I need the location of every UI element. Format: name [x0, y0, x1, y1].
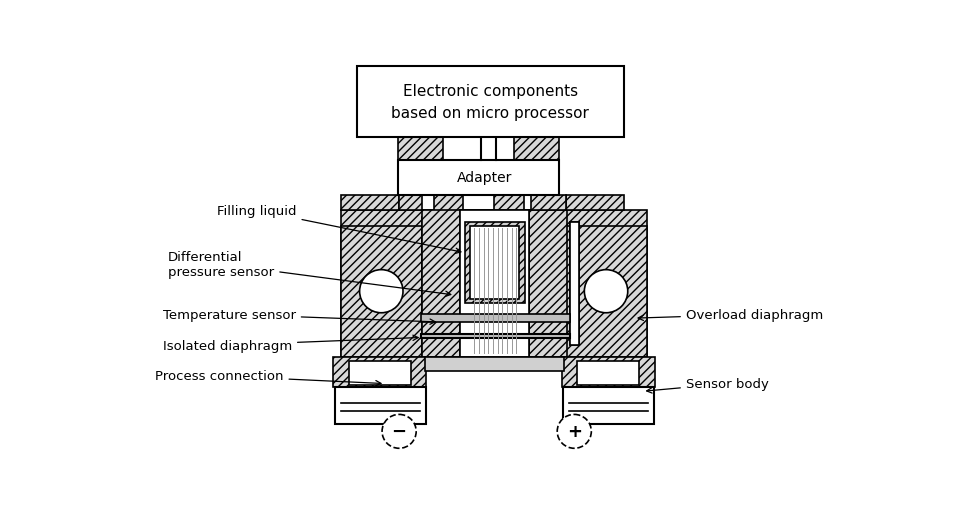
Bar: [423, 217, 459, 278]
Bar: [421, 334, 570, 338]
Bar: [399, 195, 423, 211]
Bar: [398, 161, 558, 195]
Bar: [562, 357, 654, 388]
Text: Filling liquid: Filling liquid: [217, 205, 461, 254]
Text: −: −: [391, 422, 407, 440]
Bar: [425, 357, 564, 371]
Bar: [421, 315, 570, 322]
Bar: [459, 211, 530, 357]
Text: Process connection: Process connection: [155, 370, 381, 386]
Bar: [357, 67, 624, 138]
Text: Adapter: Adapter: [456, 171, 512, 185]
Bar: [566, 227, 647, 357]
Bar: [570, 222, 579, 346]
Text: Electronic components
based on micro processor: Electronic components based on micro pro…: [391, 84, 589, 121]
Bar: [434, 180, 463, 215]
Bar: [578, 361, 639, 385]
Bar: [333, 357, 427, 388]
Text: Overload diaphragm: Overload diaphragm: [638, 308, 824, 321]
Bar: [398, 138, 442, 183]
Bar: [341, 211, 647, 357]
Bar: [459, 211, 530, 357]
Bar: [514, 138, 558, 183]
Text: +: +: [567, 422, 581, 440]
Bar: [465, 222, 525, 303]
Text: Temperature sensor: Temperature sensor: [162, 308, 435, 325]
Bar: [341, 195, 399, 211]
Bar: [566, 195, 624, 211]
Bar: [562, 388, 654, 425]
Circle shape: [557, 415, 591, 448]
Bar: [530, 195, 566, 211]
Text: Differential
pressure sensor: Differential pressure sensor: [168, 251, 451, 297]
Circle shape: [584, 270, 628, 313]
Text: Isolated diaphragm: Isolated diaphragm: [162, 335, 418, 352]
Bar: [349, 361, 410, 385]
Bar: [334, 388, 427, 425]
Circle shape: [382, 415, 416, 448]
Bar: [570, 222, 579, 346]
Bar: [341, 227, 423, 357]
Bar: [529, 211, 567, 357]
Bar: [423, 211, 461, 357]
Bar: [471, 227, 519, 299]
Text: Sensor body: Sensor body: [647, 377, 769, 393]
Circle shape: [359, 270, 403, 313]
Bar: [495, 180, 524, 215]
Bar: [423, 217, 459, 278]
